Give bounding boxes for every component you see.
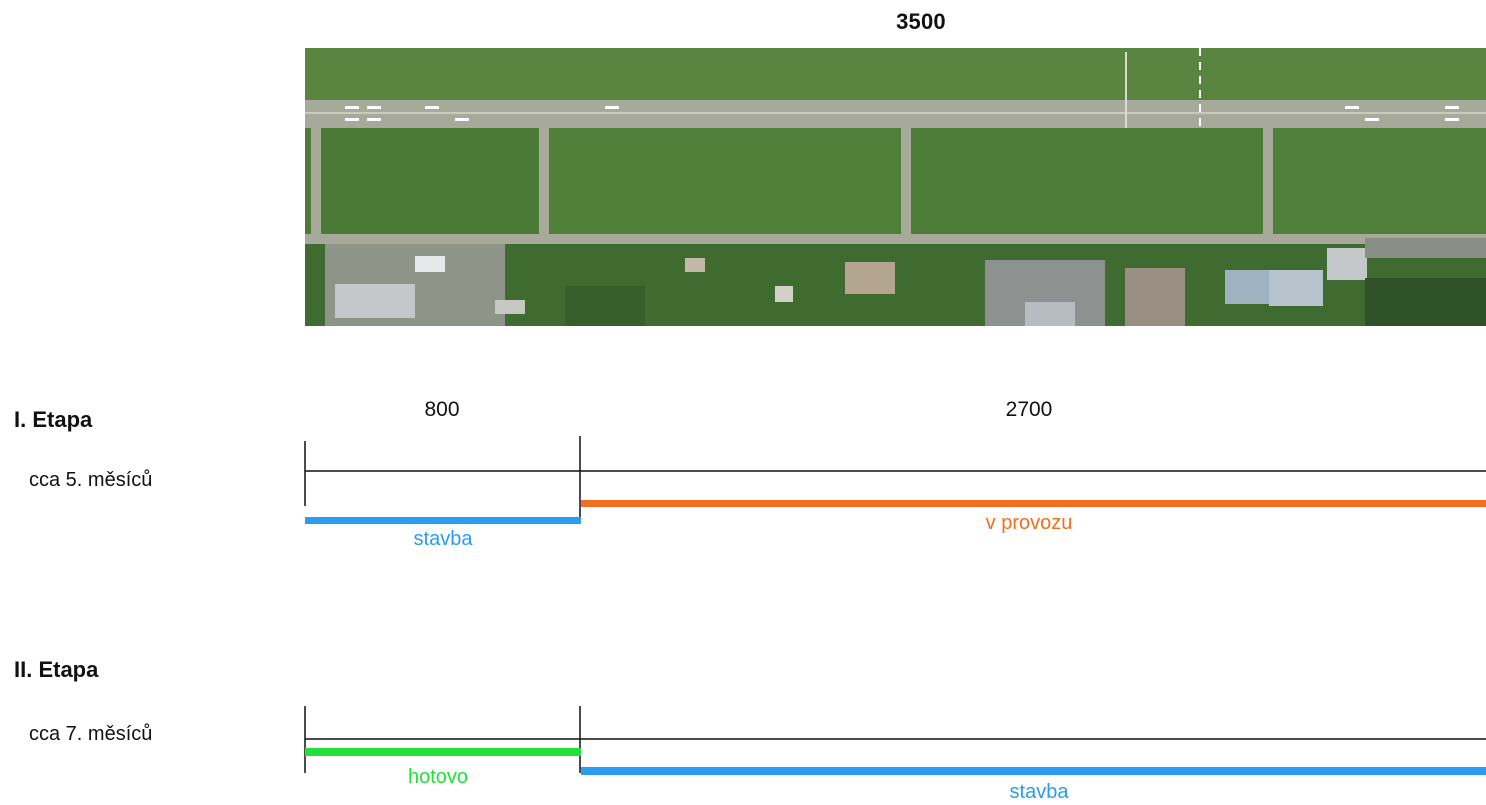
stage-1-construction-bar <box>305 517 581 524</box>
stage-1-construction-label: stavba <box>413 528 473 550</box>
total-length-label: 3500 <box>896 9 946 34</box>
segment-length-1: 800 <box>424 398 460 421</box>
stage-1-duration: cca 5. měsíců <box>29 469 153 491</box>
stage-2-done-bar <box>305 748 581 756</box>
stage-2-done-label: hotovo <box>407 766 469 788</box>
stage-1-operation-label: v provozu <box>985 512 1073 534</box>
stage-2-construction-label: stavba <box>1009 781 1069 803</box>
runway-aerial-image <box>305 48 1486 326</box>
stage-1-operation-bar <box>581 500 1486 507</box>
segment-length-2: 2700 <box>1005 398 1053 421</box>
stage-1-title: I. Etapa <box>14 407 93 432</box>
stage-2-construction-bar <box>581 767 1486 775</box>
stage-2-duration: cca 7. měsíců <box>29 723 153 745</box>
stage-2-title: II. Etapa <box>14 657 99 682</box>
